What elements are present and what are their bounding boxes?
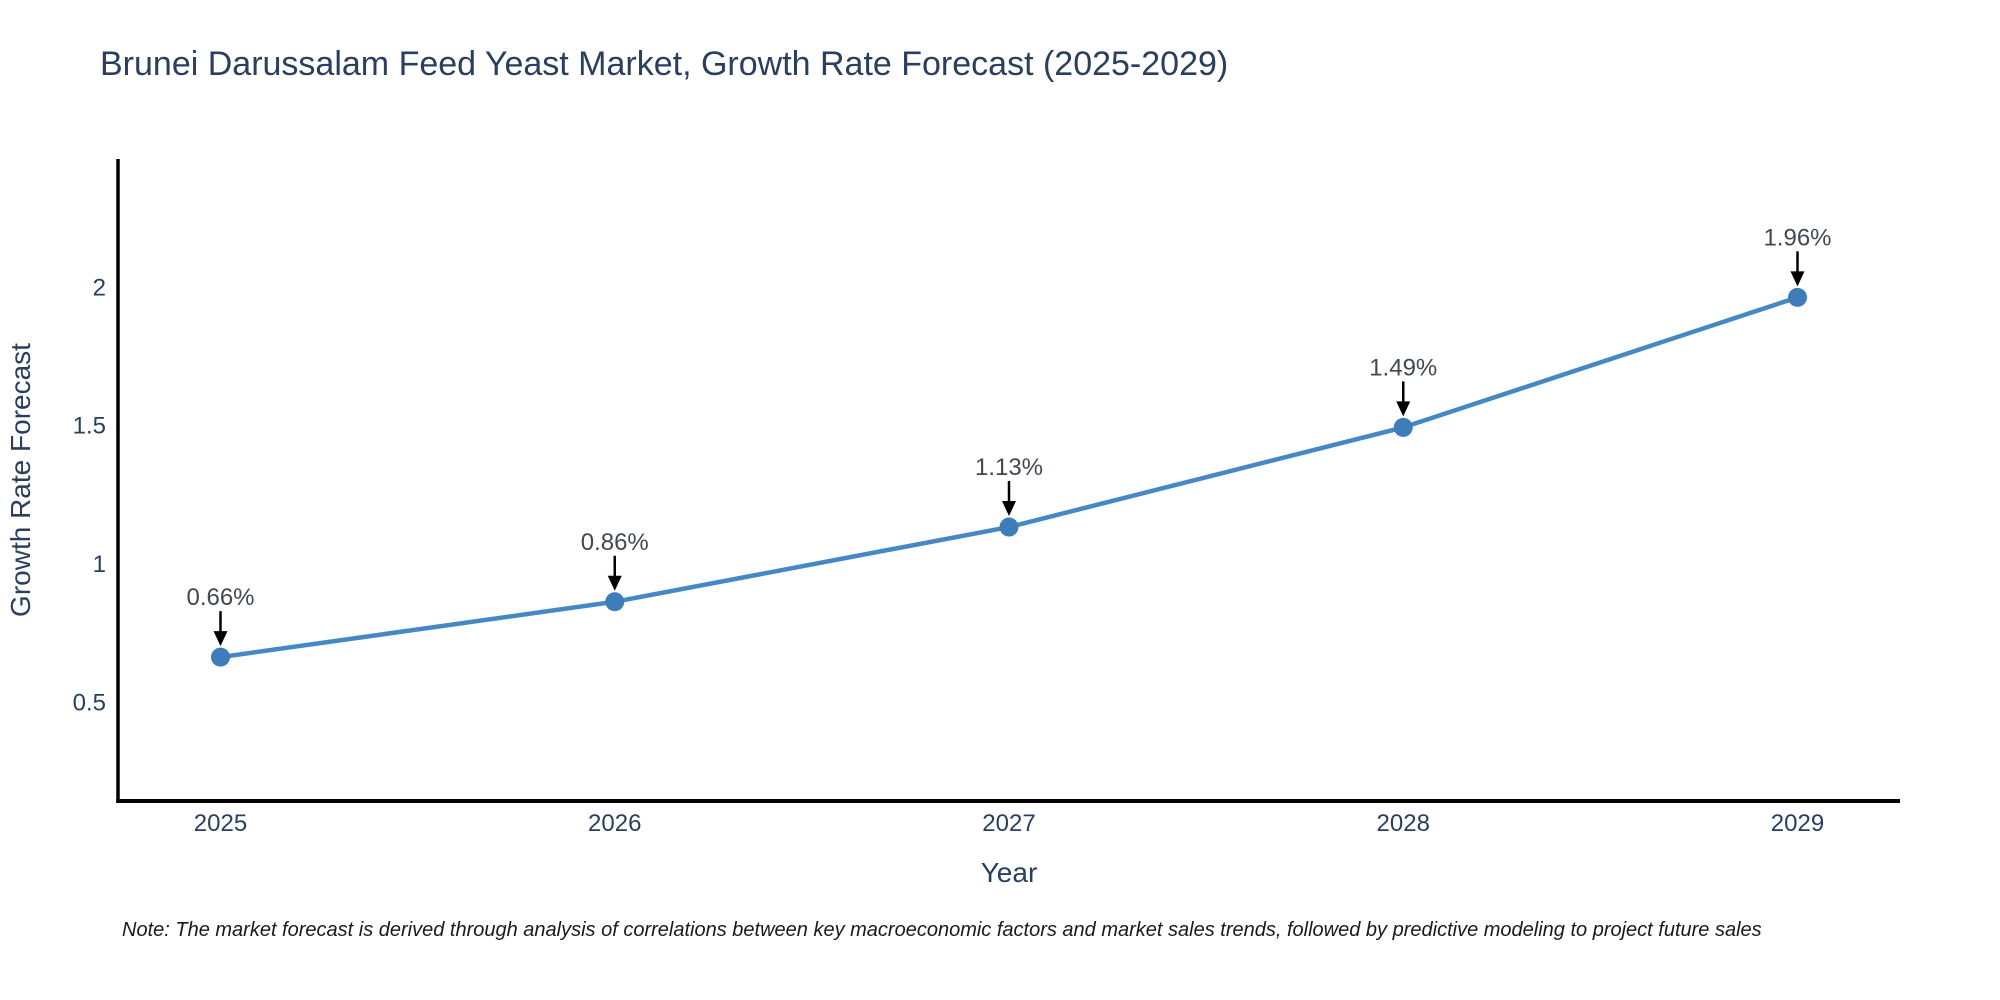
point-value-label: 1.96% (1763, 224, 1831, 251)
annotation-arrowhead-icon (607, 575, 622, 591)
y-tick-label: 2 (93, 274, 106, 301)
point-value-label: 0.86% (581, 529, 649, 556)
x-axis-title: Year (981, 857, 1038, 888)
x-tick-label: 2028 (1377, 810, 1430, 837)
y-axis-title: Growth Rate Forecast (5, 343, 36, 617)
annotation-arrowhead-icon (1790, 271, 1805, 287)
plot-area: 0.5 1 1.5 2 2025 2026 2027 2028 2029 0.66% 0.86% 1.… (73, 159, 1900, 837)
data-point-marker (211, 647, 231, 667)
x-tick-label: 2025 (194, 810, 247, 837)
point-value-label: 1.13% (975, 454, 1043, 481)
y-tick-label: 1 (93, 551, 106, 578)
data-point-marker (605, 592, 625, 612)
data-point-marker (999, 517, 1019, 537)
y-tick-label: 1.5 (73, 413, 106, 440)
x-tick-label: 2027 (982, 810, 1035, 837)
footnote: Note: The market forecast is derived thr… (122, 919, 1762, 941)
data-point-marker (1787, 287, 1807, 307)
annotation-arrowhead-icon (1002, 501, 1016, 517)
point-value-label: 1.49% (1369, 354, 1437, 381)
y-tick-label: 0.5 (73, 689, 106, 716)
annotation-arrowhead-icon (1396, 401, 1411, 417)
x-tick-label: 2029 (1771, 810, 1824, 837)
chart-title: Brunei Darussalam Feed Yeast Market, Gro… (100, 45, 1229, 83)
data-point-marker (1393, 417, 1413, 437)
point-value-label: 0.66% (186, 584, 254, 611)
annotation-arrowhead-icon (213, 631, 228, 647)
x-tick-label: 2026 (588, 810, 641, 837)
